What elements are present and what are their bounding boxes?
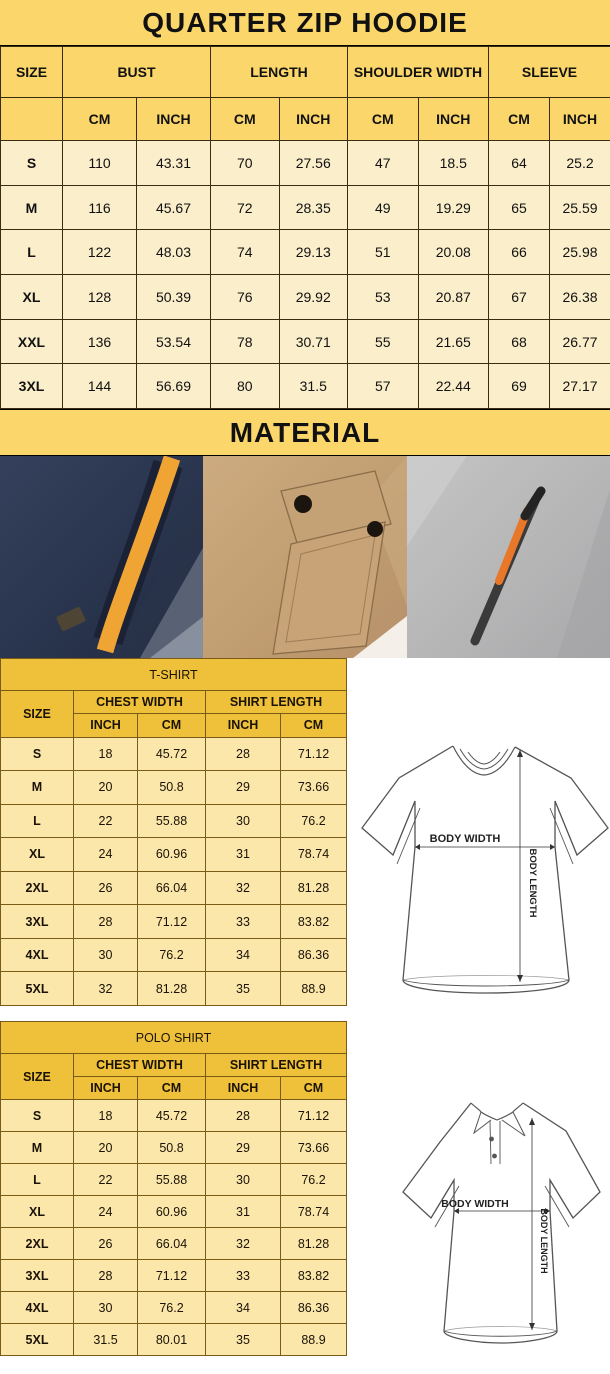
svg-text:BODY WIDTH: BODY WIDTH	[441, 1198, 508, 1210]
svg-text:BODY LENGTH: BODY LENGTH	[539, 1208, 549, 1273]
svg-text:BODY LENGTH: BODY LENGTH	[527, 849, 538, 918]
svg-text:BODY WIDTH: BODY WIDTH	[430, 833, 501, 845]
